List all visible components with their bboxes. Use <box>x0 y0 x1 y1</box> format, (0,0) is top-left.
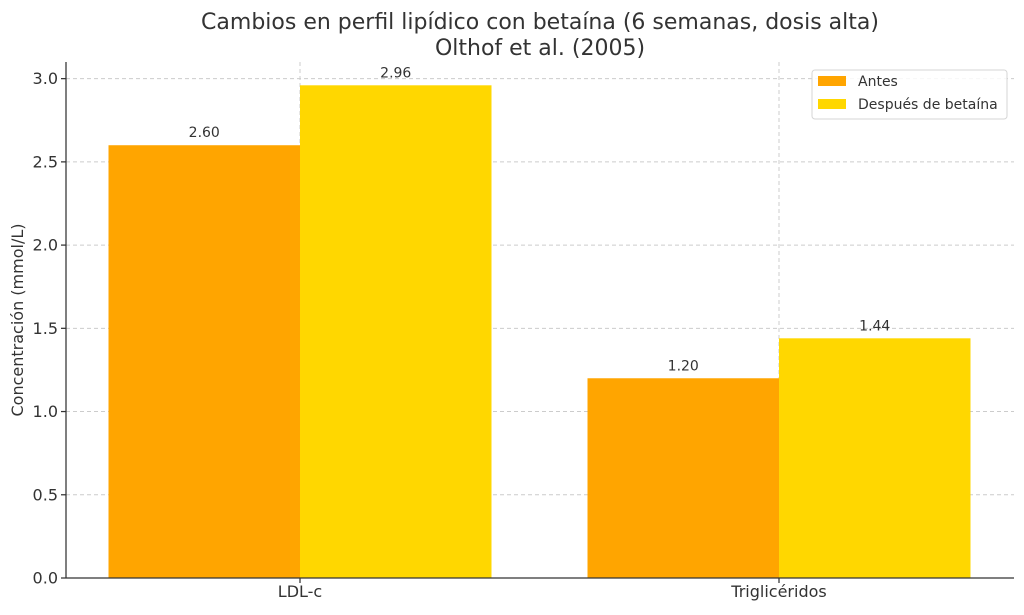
legend-swatch <box>818 76 846 86</box>
legend: Antes Después de betaína <box>811 69 1008 120</box>
bar-antes-0 <box>108 145 300 578</box>
y-tick-label: 3.0 <box>33 69 58 88</box>
chart-subtitle: Olthof et al. (2005) <box>435 36 645 61</box>
bars <box>108 85 971 578</box>
legend-label: Después de betaína <box>858 97 998 113</box>
axes: 0.0 0.5 1.0 1.5 2.0 2.5 3.0 LDL-c Triglicéridos <box>33 62 1014 601</box>
y-tick-label: 0.0 <box>33 569 58 588</box>
legend-swatch <box>818 99 846 109</box>
bar-despues-0 <box>300 85 492 578</box>
bar-value-label: 1.20 <box>668 358 699 374</box>
y-tick-label: 0.5 <box>33 485 58 504</box>
y-axis-label: Concentración (mmol/L) <box>8 224 27 417</box>
y-tick-label: 2.0 <box>33 236 58 255</box>
x-tick-label: Triglicéridos <box>730 582 826 601</box>
legend-label: Antes <box>858 74 898 90</box>
legend-box <box>811 69 1008 120</box>
y-tick-label: 1.5 <box>33 319 58 338</box>
bar-value-label: 2.60 <box>189 125 220 141</box>
chart-title: Cambios en perfil lipídico con betaína (… <box>201 10 879 35</box>
bar-value-label: 2.96 <box>380 65 411 81</box>
bar-value-labels: 2.60 2.96 1.20 1.44 <box>189 65 891 374</box>
y-tick-label: 1.0 <box>33 402 58 421</box>
y-tick-label: 2.5 <box>33 152 58 171</box>
bar-despues-1 <box>779 338 971 578</box>
bar-antes-1 <box>587 378 779 578</box>
x-tick-label: LDL-c <box>278 582 322 601</box>
bar-value-label: 1.44 <box>859 318 890 334</box>
